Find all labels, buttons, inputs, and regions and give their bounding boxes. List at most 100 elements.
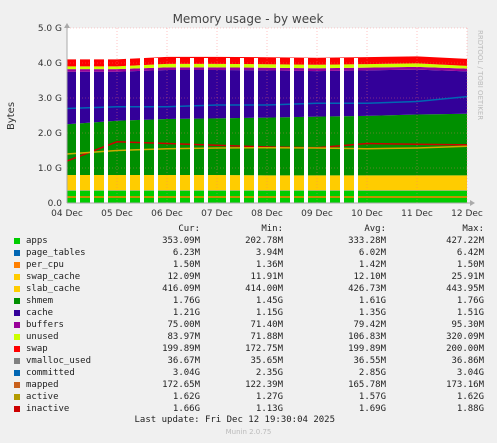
legend-min: 11.91M [250,272,283,282]
data-gap [254,58,258,203]
legend-row-unused: unused 83.97M 71.88M 106.83M 320.09M [0,331,497,343]
legend-header-min: Min: [261,224,283,234]
legend-avg: 12.10M [353,272,386,282]
last-update: Last update: Fri Dec 12 19:30:04 2025 [134,415,335,425]
legend-avg: 2.85G [358,368,386,378]
legend-max: 95.30M [451,320,484,330]
legend-name: swap_cache [26,272,81,282]
legend-name: active [26,392,59,402]
x-tick-label: 04 Dec [51,209,83,219]
munin-version: Munin 2.0.75 [225,428,272,436]
data-gap [126,58,130,203]
legend-swatch [14,262,20,268]
legend-avg: 6.02M [358,248,386,258]
legend-cur: 199.89M [162,344,200,354]
legend-min: 1.15G [255,308,283,318]
legend-avg: 36.55M [353,356,386,366]
legend-avg: 426.73M [348,284,386,294]
legend-row-swap: swap 199.89M 172.75M 199.89M 200.00M [0,343,497,355]
data-gap [240,58,244,203]
legend-swatch [14,358,20,364]
x-tick-label: 09 Dec [301,209,333,219]
legend-min: 202.78M [245,236,283,246]
legend-max: 1.88G [456,404,484,414]
legend-swatch [14,298,20,304]
legend-name: per_cpu [26,260,64,270]
legend-avg: 199.89M [348,344,386,354]
legend-name: vmalloc_used [26,356,92,366]
legend-row-cache: cache 1.21G 1.15G 1.35G 1.51G [0,307,497,319]
legend-min: 414.00M [245,284,283,294]
legend-row-committed: committed 3.04G 2.35G 2.85G 3.04G [0,367,497,379]
legend-min: 2.35G [255,368,283,378]
legend-row-per-cpu: per_cpu 1.50M 1.36M 1.42M 1.50M [0,259,497,271]
data-gap [326,58,330,203]
legend-name: apps [26,236,48,246]
legend-min: 1.27G [255,392,283,402]
y-axis-label: Bytes [6,102,17,130]
legend-row-buffers: buffers 75.00M 71.40M 79.42M 95.30M [0,319,497,331]
data-gap [354,58,358,203]
legend-cur: 1.76G [172,296,200,306]
legend-swatch [14,238,20,244]
legend-swatch [14,346,20,352]
legend-name: shmem [26,296,54,306]
legend-max: 427.22M [446,236,484,246]
data-gap [276,58,280,203]
legend-max: 320.09M [446,332,484,342]
x-tick-label: 05 Dec [101,209,133,219]
line-committed [66,95,468,110]
legend-name: buffers [26,320,64,330]
legend-row-apps: apps 353.09M 202.78M 333.28M 427.22M [0,235,497,247]
x-tick-label: 10 Dec [351,209,383,219]
x-tick-label: 08 Dec [251,209,283,219]
legend-max: 1.76G [456,296,484,306]
legend-row-swap-cache: swap_cache 12.09M 11.91M 12.10M 25.91M [0,271,497,283]
x-tick-label: 12 Dec [451,209,483,219]
legend-name: page_tables [26,248,86,258]
y-tick-label: 0.0 [48,199,63,209]
legend-max: 3.04G [456,368,484,378]
legend-avg: 165.78M [348,380,386,390]
data-gap [190,58,194,203]
legend-min: 71.88M [250,332,283,342]
legend-avg: 1.61G [358,296,386,306]
legend-min: 122.39M [245,380,283,390]
data-gap [76,58,80,203]
legend-cur: 12.09M [167,272,200,282]
legend-max: 173.16M [446,380,484,390]
legend-min: 71.40M [250,320,283,330]
legend-header-max: Max: [462,224,484,234]
legend-max: 36.86M [451,356,484,366]
legend-row-shmem: shmem 1.76G 1.45G 1.61G 1.76G [0,295,497,307]
legend-cur: 353.09M [162,236,200,246]
legend-swatch [14,322,20,328]
legend-min: 3.94M [255,248,283,258]
legend-min: 172.75M [245,344,283,354]
legend-max: 1.51G [456,308,484,318]
legend-min: 1.36M [255,260,283,270]
legend-row-vmalloc-used: vmalloc_used 36.67M 35.65M 36.55M 36.86M [0,355,497,367]
line-active [66,145,468,155]
legend-max: 1.50M [456,260,484,270]
area-shmem [67,113,467,176]
rrdtool-credit: RRDTOOL / TOBI OETIKER [476,30,484,121]
legend-avg: 1.42M [358,260,386,270]
legend-swatch [14,250,20,256]
area-cache [67,69,467,125]
legend-max: 443.95M [446,284,484,294]
legend-cur: 416.09M [162,284,200,294]
legend-swatch [14,310,20,316]
data-gap [340,58,344,203]
legend-max: 200.00M [446,344,484,354]
legend-row-active: active 1.62G 1.27G 1.57G 1.62G [0,391,497,403]
data-gap [176,58,180,203]
legend-row-inactive: inactive 1.66G 1.13G 1.69G 1.88G [0,403,497,415]
legend-min: 35.65M [250,356,283,366]
legend-name: swap [26,344,48,354]
legend-row-slab-cache: slab_cache 416.09M 414.00M 426.73M 443.95M [0,283,497,295]
legend-avg: 79.42M [353,320,386,330]
x-tick-label: 06 Dec [151,209,183,219]
x-axis-arrow [470,200,475,206]
